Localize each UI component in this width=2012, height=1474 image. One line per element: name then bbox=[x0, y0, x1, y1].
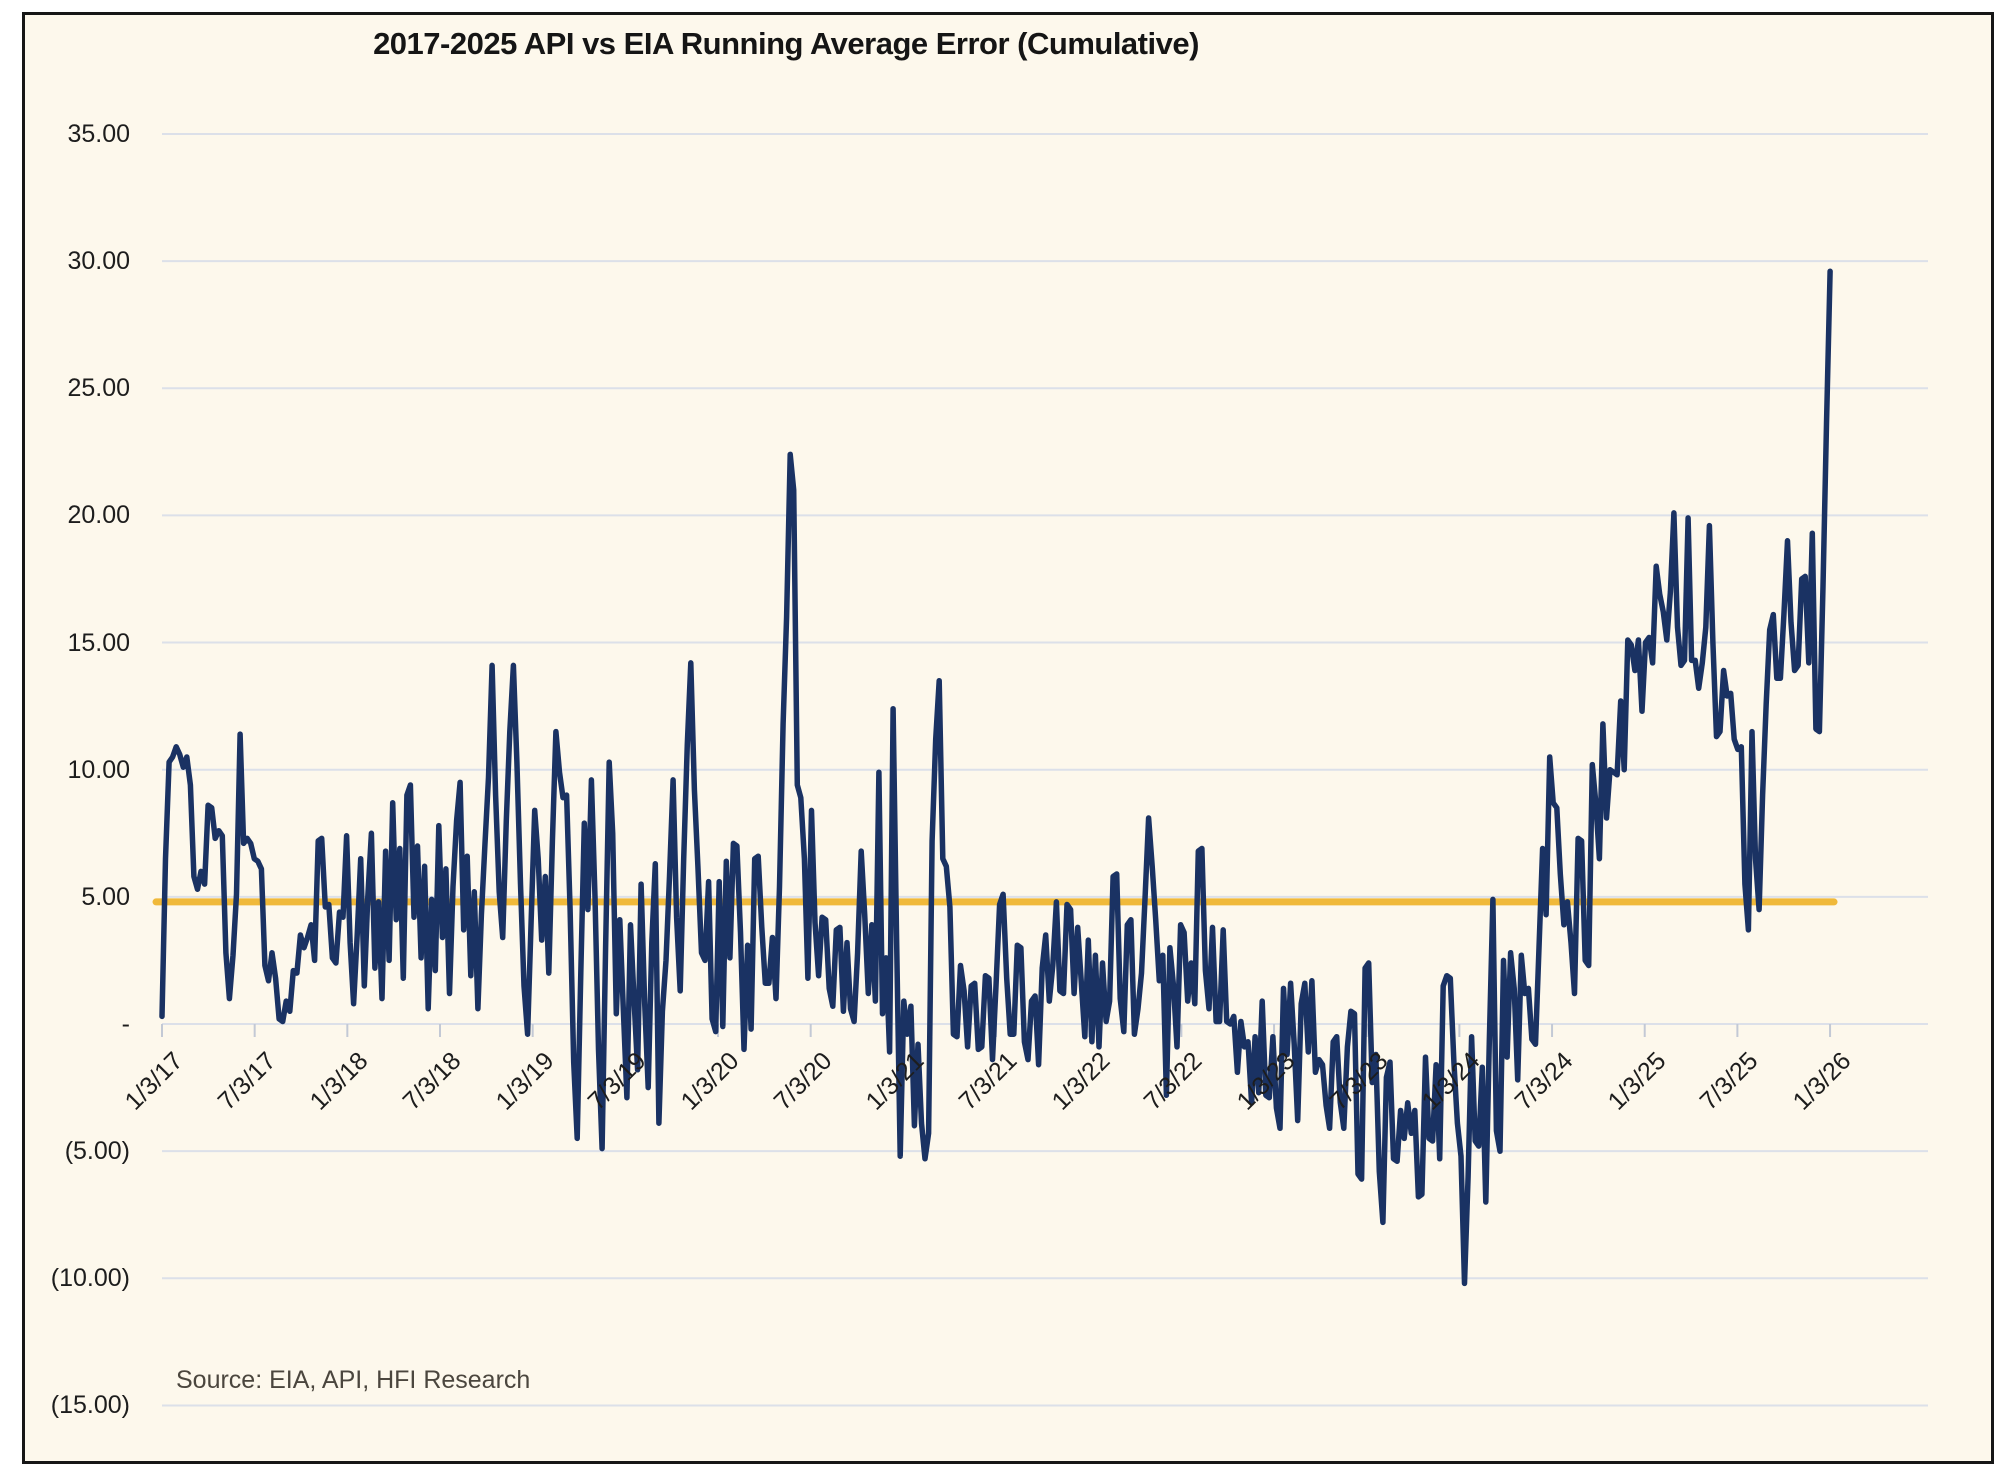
chart-frame bbox=[22, 12, 1994, 1464]
chart-title: 2017-2025 API vs EIA Running Average Err… bbox=[373, 26, 1199, 61]
data-series-line bbox=[159, 268, 1833, 1287]
y-axis-label: 10.00 bbox=[67, 755, 130, 784]
y-axis-label: (15.00) bbox=[50, 1391, 130, 1420]
y-axis-label: - bbox=[121, 1010, 130, 1038]
y-axis-label: (10.00) bbox=[50, 1264, 130, 1293]
source-note: Source: EIA, API, HFI Research bbox=[176, 1366, 531, 1394]
y-axis-label: 35.00 bbox=[67, 119, 130, 148]
y-axis-label: 15.00 bbox=[67, 628, 130, 657]
y-axis-label: 5.00 bbox=[81, 882, 130, 911]
y-axis-label: 25.00 bbox=[67, 374, 130, 403]
y-axis-label: 20.00 bbox=[67, 501, 130, 530]
y-axis-label: (5.00) bbox=[64, 1137, 130, 1166]
y-axis-label: 30.00 bbox=[67, 247, 130, 276]
